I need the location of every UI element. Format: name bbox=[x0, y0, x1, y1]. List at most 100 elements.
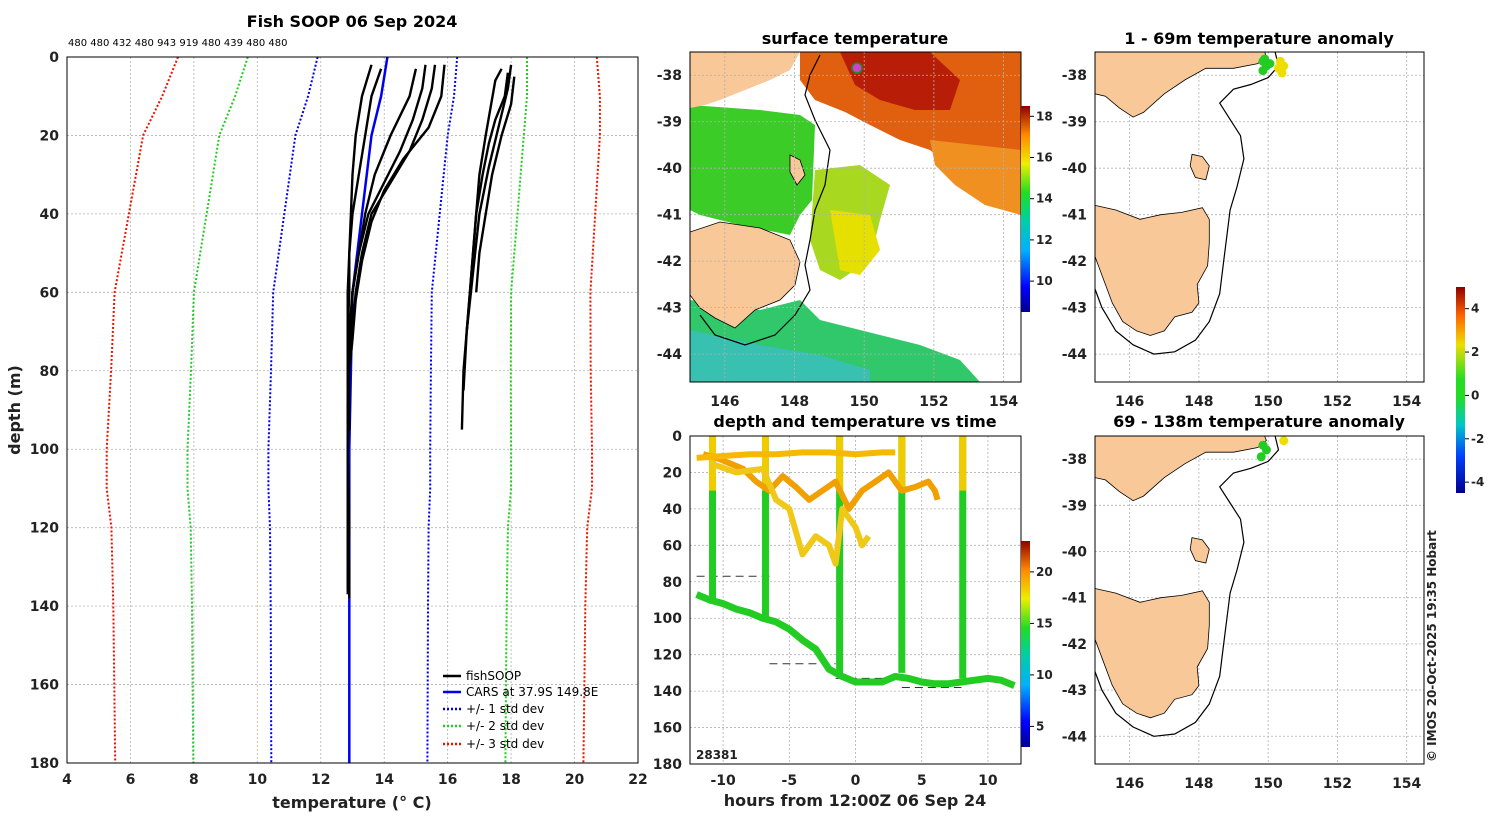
cars-mean-line bbox=[348, 56, 389, 763]
sst-vessel-marker bbox=[851, 62, 863, 74]
profile-panel: Fish SOOP 06 Sep 2024 480 480 432 480 94… bbox=[5, 12, 648, 812]
sst-colorbar-label: 10 bbox=[1036, 274, 1053, 288]
profile-ytick-label: 40 bbox=[40, 207, 60, 223]
anomaly-deep-ytick-label: -38 bbox=[1062, 452, 1087, 468]
sst-land-victoria bbox=[690, 52, 800, 108]
profile-xtick-label: 14 bbox=[374, 772, 394, 788]
time-series-corner-label: 28381 bbox=[696, 748, 738, 762]
time-series-colorbar-ticks: 5 10 15 20 bbox=[1030, 565, 1053, 733]
profile-axes-frame bbox=[66, 56, 639, 764]
sst-ytick-label: -39 bbox=[657, 115, 682, 131]
sst-colorbar-ticks: 10 12 14 16 18 bbox=[1030, 109, 1053, 288]
legend-cars: CARS at 37.9S 149.8E bbox=[466, 685, 598, 699]
clim-plus-1-std bbox=[426, 56, 459, 764]
anomaly-shallow-ytick-label: -42 bbox=[1062, 254, 1087, 270]
anomaly-deep-ytick-label: -44 bbox=[1062, 729, 1088, 745]
anomaly-shallow-xtick-label: 148 bbox=[1184, 394, 1213, 410]
anomaly-shallow-title: 1 - 69m temperature anomaly bbox=[1124, 29, 1394, 48]
anomaly-deep-xtick-label: 148 bbox=[1184, 776, 1213, 792]
fishsoop-profile-3 bbox=[348, 64, 437, 430]
fishsoop-profile-9 bbox=[475, 76, 516, 293]
anomaly-deep-ytick-label: -41 bbox=[1062, 591, 1087, 607]
anomaly-deep-ytick-label: -43 bbox=[1062, 683, 1087, 699]
sst-xtick-label: 154 bbox=[989, 394, 1018, 410]
time-series-panel: depth and temperature vs time -10 -5 0 5 10 … bbox=[653, 412, 1053, 810]
anomaly-deep-panel: 69 - 138m temperature anomaly 146 148 150 1… bbox=[1062, 412, 1425, 792]
anomaly-deep-land-flinders bbox=[1189, 537, 1210, 564]
profile-x-ticks: 4 6 8 10 12 14 16 18 20 22 bbox=[62, 772, 648, 788]
profile-ytick-label: 0 bbox=[49, 50, 59, 66]
sst-yellow-patch bbox=[830, 210, 880, 275]
anomaly-deep-xtick-label: 152 bbox=[1323, 776, 1352, 792]
profile-ytick-label: 180 bbox=[30, 756, 59, 772]
anomaly-colorbar-label: 2 bbox=[1471, 345, 1479, 359]
fishsoop-profile-5 bbox=[348, 68, 418, 352]
ts-xtick-label: -10 bbox=[710, 773, 736, 789]
anomaly-shallow-land-layer bbox=[1095, 52, 1280, 355]
anomaly-shallow-ytick-label: -40 bbox=[1062, 161, 1088, 177]
anomaly-colorbar-label: -4 bbox=[1471, 475, 1484, 489]
anomaly-shallow-anomaly-point bbox=[1274, 63, 1284, 73]
fishsoop-profile-8 bbox=[465, 72, 510, 332]
anomaly-deep-ytick-label: -42 bbox=[1062, 637, 1087, 653]
ts-shallow-trace-2 bbox=[708, 460, 872, 567]
anomaly-shallow-anomaly-point bbox=[1260, 54, 1270, 64]
anomaly-shallow-shelf-contour bbox=[1095, 52, 1280, 355]
sst-colorbar-label: 12 bbox=[1036, 233, 1053, 247]
profile-xtick-label: 4 bbox=[62, 772, 72, 788]
anomaly-shallow-ytick-label: -39 bbox=[1062, 115, 1087, 131]
ts-colorbar-label: 5 bbox=[1036, 719, 1044, 733]
sst-map-title: surface temperature bbox=[762, 29, 949, 48]
profile-xtick-label: 16 bbox=[438, 772, 457, 788]
anomaly-deep-title: 69 - 138m temperature anomaly bbox=[1113, 412, 1405, 431]
anomaly-deep-ytick-label: -39 bbox=[1062, 498, 1087, 514]
ts-colorbar-label: 20 bbox=[1036, 565, 1053, 579]
sst-ytick-label: -40 bbox=[657, 161, 683, 177]
profile-title: Fish SOOP 06 Sep 2024 bbox=[247, 12, 458, 31]
anomaly-shallow-map: 146 148 150 152 154 -38 -39 -40 -41 -42 -43 -44 bbox=[1062, 51, 1425, 410]
profile-ytick-label: 100 bbox=[30, 442, 59, 458]
profile-xtick-label: 22 bbox=[628, 772, 647, 788]
profile-xtick-label: 10 bbox=[248, 772, 268, 788]
profile-y-ticks: 0 20 40 60 80 100 120 140 160 180 bbox=[30, 50, 59, 772]
profile-xtick-label: 8 bbox=[189, 772, 199, 788]
time-series-title: depth and temperature vs time bbox=[713, 412, 996, 431]
anomaly-colorbar-label: -2 bbox=[1471, 432, 1484, 446]
sst-xtick-label: 150 bbox=[850, 394, 879, 410]
time-series-colorbar bbox=[1021, 541, 1030, 747]
profile-xtick-label: 6 bbox=[126, 772, 136, 788]
legend-std1: +/- 1 std dev bbox=[466, 702, 544, 716]
ts-colorbar-label: 15 bbox=[1036, 616, 1053, 630]
anomaly-colorbar-ticks: 4 2 0 -2 -4 bbox=[1465, 302, 1484, 489]
ts-shallow-trace-1 bbox=[696, 449, 896, 461]
anomaly-deep-anomaly-point bbox=[1261, 445, 1271, 455]
anomaly-shallow-land-tasmania bbox=[1095, 204, 1210, 336]
anomaly-shallow-ytick-label: -41 bbox=[1062, 208, 1087, 224]
profile-legend: fishSOOP CARS at 37.9S 149.8E +/- 1 std … bbox=[443, 669, 598, 751]
anomaly-shallow-anomaly-point bbox=[1258, 66, 1268, 76]
anomaly-deep-land-layer bbox=[1095, 436, 1280, 737]
ts-ytick-label: 140 bbox=[653, 684, 682, 700]
legend-std2: +/- 2 std dev bbox=[466, 719, 544, 733]
ts-xtick-label: -5 bbox=[782, 773, 798, 789]
sst-cyan-south bbox=[690, 330, 870, 382]
ts-xtick-label: 0 bbox=[851, 773, 861, 789]
profile-xlabel: temperature (° C) bbox=[272, 793, 431, 812]
profile-ylabel: depth (m) bbox=[5, 365, 24, 455]
ts-ytick-label: 0 bbox=[672, 429, 682, 445]
profile-top-labels: 480 480 432 480 943 919 480 439 480 480 bbox=[68, 38, 287, 49]
anomaly-deep-map: 146 148 150 152 154 -38 -39 -40 -41 -42 -43 -44 bbox=[1062, 435, 1425, 792]
sst-map-grid bbox=[690, 52, 1021, 382]
ts-ytick-label: 180 bbox=[653, 757, 682, 773]
time-series-data bbox=[695, 436, 1016, 689]
profile-fishsoop-lines bbox=[346, 64, 516, 599]
profile-ytick-label: 140 bbox=[30, 599, 59, 615]
anomaly-shallow-ytick-label: -38 bbox=[1062, 68, 1087, 84]
anomaly-deep-xtick-label: 150 bbox=[1254, 776, 1283, 792]
ts-deep-trace bbox=[695, 591, 1016, 689]
sst-map-x-ticks: 146 148 150 152 154 bbox=[710, 394, 1018, 410]
time-series-xlabel: hours from 12:00Z 06 Sep 24 bbox=[724, 791, 986, 810]
sst-xtick-label: 146 bbox=[710, 394, 739, 410]
anomaly-deep-frame bbox=[1094, 435, 1425, 765]
ts-xtick-label: 10 bbox=[978, 773, 998, 789]
